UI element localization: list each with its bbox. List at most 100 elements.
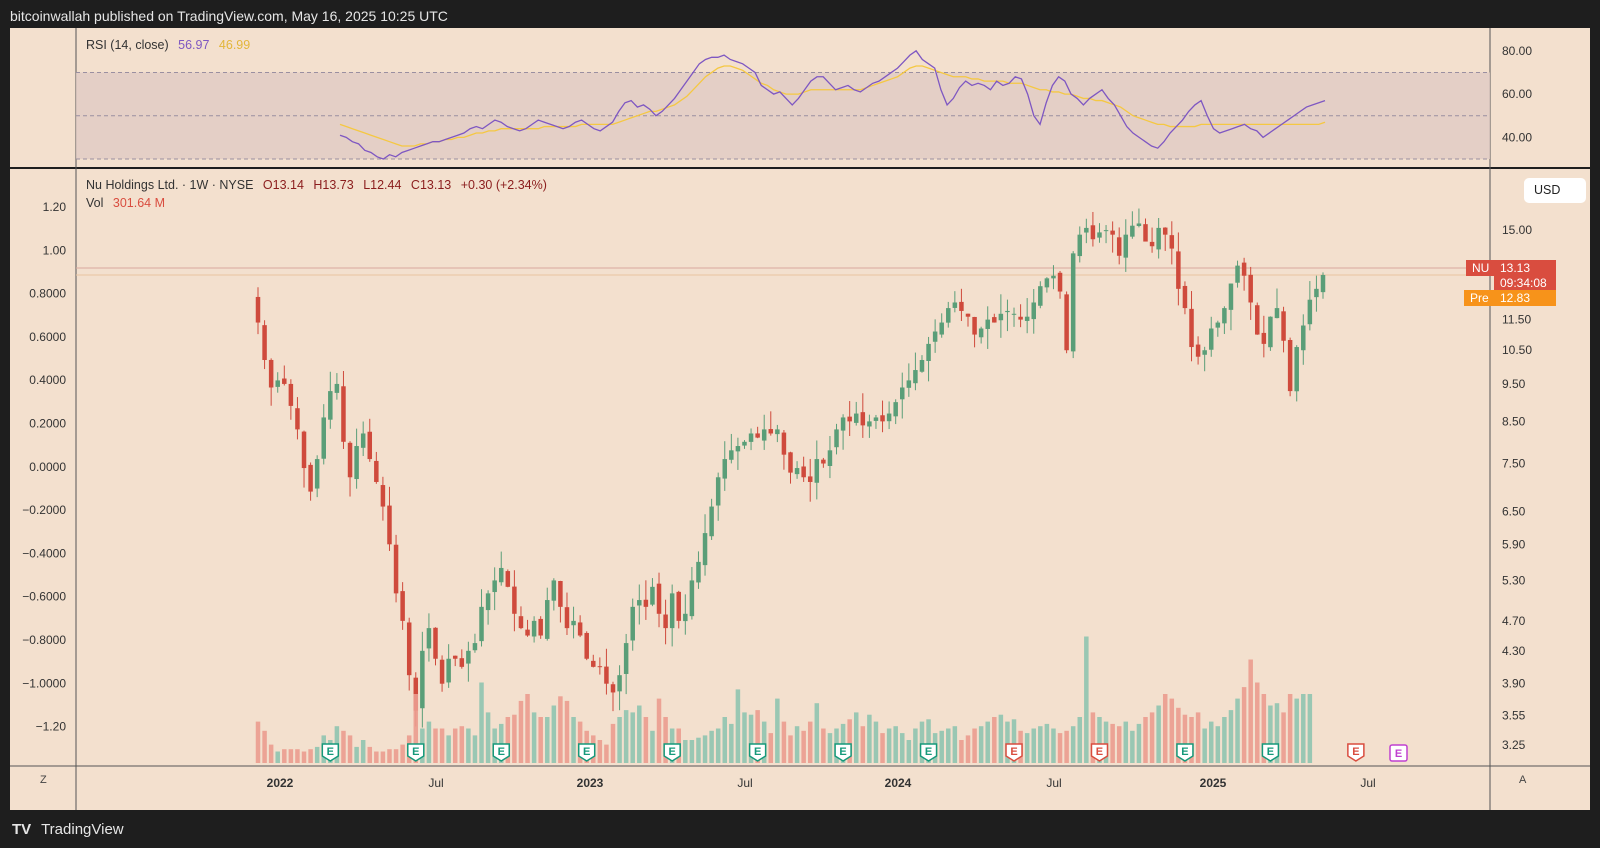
candle-body [393,544,399,594]
volume-bar [1077,717,1083,763]
volume-bar [1038,726,1043,763]
candle-body [643,599,649,607]
candle-body [1051,275,1056,279]
price-tick-label: 5.90 [1502,537,1526,551]
candle-body [847,416,852,422]
candle-body [275,380,280,387]
candle-body [834,429,839,448]
time-axis-label: 2022 [267,776,294,790]
earnings-marker-badge [492,743,510,762]
volume-bar [597,740,603,763]
candle-body [880,415,885,422]
candle-body [886,413,892,422]
candle-body [1044,278,1050,288]
volume-bar [1287,694,1293,763]
volume-bar [715,728,721,763]
candle-body [715,477,721,506]
earnings-marker-label: E [668,746,675,758]
volume-bar [308,749,313,763]
volume-bar [577,721,583,763]
volume-bar [459,726,465,763]
candle-body [1038,286,1043,306]
earnings-marker: E [919,743,938,762]
candle-body [959,301,964,311]
earnings-marker-label: E [1267,746,1274,758]
price-tick-label: 11.50 [1502,313,1531,327]
candle-body [426,628,432,649]
volume-bar [1268,705,1273,763]
countdown-tag: 09:34:08 [1494,275,1556,291]
candle-body [755,433,760,438]
candle-body [334,383,340,393]
left-axis-tick: −1.20 [36,720,67,734]
volume-bar [735,689,741,763]
volume-bar [893,726,898,763]
auto-scale-button[interactable]: A [1519,774,1527,786]
ohlc-low: L12.44 [363,178,402,192]
candle-body [1248,274,1253,303]
left-axis-tick: 1.20 [43,200,67,214]
volume-bar [702,735,708,763]
candle-body [610,684,616,693]
volume-bar [1156,705,1161,763]
pre-label-tag: Pre [1464,290,1495,306]
volume-bar [630,712,635,763]
candle-body [702,533,708,566]
volume-bar [367,746,373,763]
volume-bar [926,719,931,763]
candle-body [485,593,491,611]
volume-bar [538,717,543,763]
candle-body [900,387,905,400]
candle-body [775,429,780,435]
candle-body [1241,262,1247,276]
candle-body [1189,308,1194,348]
volume-bar [781,721,787,763]
candle-body [1294,347,1299,392]
volume-bar [985,721,990,763]
candle-body [696,561,701,583]
tradingview-logo-icon: TV [12,821,32,838]
volume-bar [1255,682,1260,763]
price-tick-label: 7.50 [1502,457,1526,471]
candle-body [768,429,774,434]
volume-bar [643,717,649,763]
candle-body [1228,283,1234,310]
candle-body [1307,299,1313,325]
earnings-marker-label: E [839,746,846,758]
candle-body [545,600,550,639]
volume-value: 301.64 M [112,196,165,210]
price-tick-label: 6.50 [1502,505,1526,519]
volume-bar [742,712,747,763]
candle-body [1057,272,1063,292]
volume-bar [393,749,399,763]
rsi-tick-label: 60.00 [1502,87,1532,101]
candle-body [998,313,1004,321]
left-axis-tick: 0.2000 [29,417,66,431]
volume-bar [900,733,905,763]
volume-bar [1057,733,1063,763]
candle-body [1215,322,1221,328]
currency-button[interactable]: USD [1524,178,1586,203]
volume-bar [992,717,997,763]
candle-body [1268,316,1273,348]
candle-body [604,666,609,684]
earnings-marker-badge [748,743,767,762]
volume-bar [919,721,925,763]
volume-bar [518,700,524,763]
volume-bar [1116,726,1122,763]
earnings-marker: E [1176,743,1194,762]
volume-bar [978,726,984,763]
volume-bar [452,728,458,763]
volume-bar [748,714,754,763]
zoom-toggle-button[interactable]: Z [40,774,47,786]
candle-body [433,627,438,659]
candle-body [282,378,287,384]
candle-body [1149,241,1155,247]
price-tick-label: 4.70 [1502,614,1526,628]
volume-bar [847,719,852,763]
volume-bar [617,717,622,763]
candle-body [1182,285,1188,309]
candle-body [380,485,386,507]
candle-body [360,433,366,448]
volume-bar [512,714,517,763]
